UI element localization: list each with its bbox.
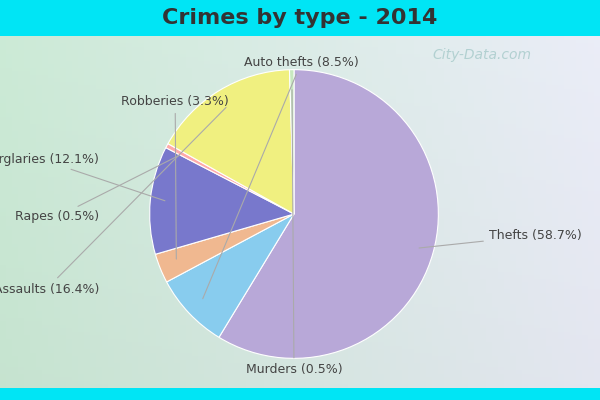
Wedge shape — [155, 214, 294, 282]
Text: Assaults (16.4%): Assaults (16.4%) — [0, 108, 226, 296]
Wedge shape — [167, 214, 294, 337]
Text: Rapes (0.5%): Rapes (0.5%) — [15, 155, 179, 223]
Text: Thefts (58.7%): Thefts (58.7%) — [419, 229, 581, 248]
Text: Robberies (3.3%): Robberies (3.3%) — [121, 95, 229, 259]
Wedge shape — [168, 70, 294, 214]
Wedge shape — [166, 144, 294, 214]
Wedge shape — [289, 70, 294, 214]
Text: Auto thefts (8.5%): Auto thefts (8.5%) — [203, 56, 359, 299]
Text: Crimes by type - 2014: Crimes by type - 2014 — [163, 8, 437, 28]
Text: Burglaries (12.1%): Burglaries (12.1%) — [0, 153, 165, 201]
Wedge shape — [219, 70, 439, 358]
Text: City-Data.com: City-Data.com — [432, 48, 531, 62]
Wedge shape — [149, 148, 294, 254]
Text: Murders (0.5%): Murders (0.5%) — [245, 90, 343, 376]
